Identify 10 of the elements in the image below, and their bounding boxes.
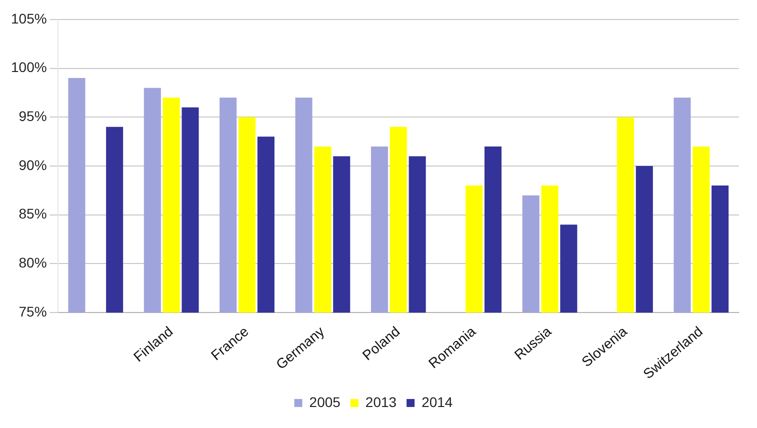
y-tick-label: 75% (18, 303, 47, 320)
legend-label: 2014 (422, 394, 453, 410)
y-tick-label: 85% (18, 206, 47, 222)
y-tick-label: 105% (10, 10, 47, 26)
y-tick-label: 90% (18, 156, 47, 173)
y-tick-label: 80% (18, 254, 47, 271)
legend-label: 2013 (365, 394, 397, 410)
legend-label: 2005 (309, 394, 341, 410)
y-tick-label: 95% (18, 108, 47, 124)
y-tick-label: 100% (10, 59, 47, 76)
